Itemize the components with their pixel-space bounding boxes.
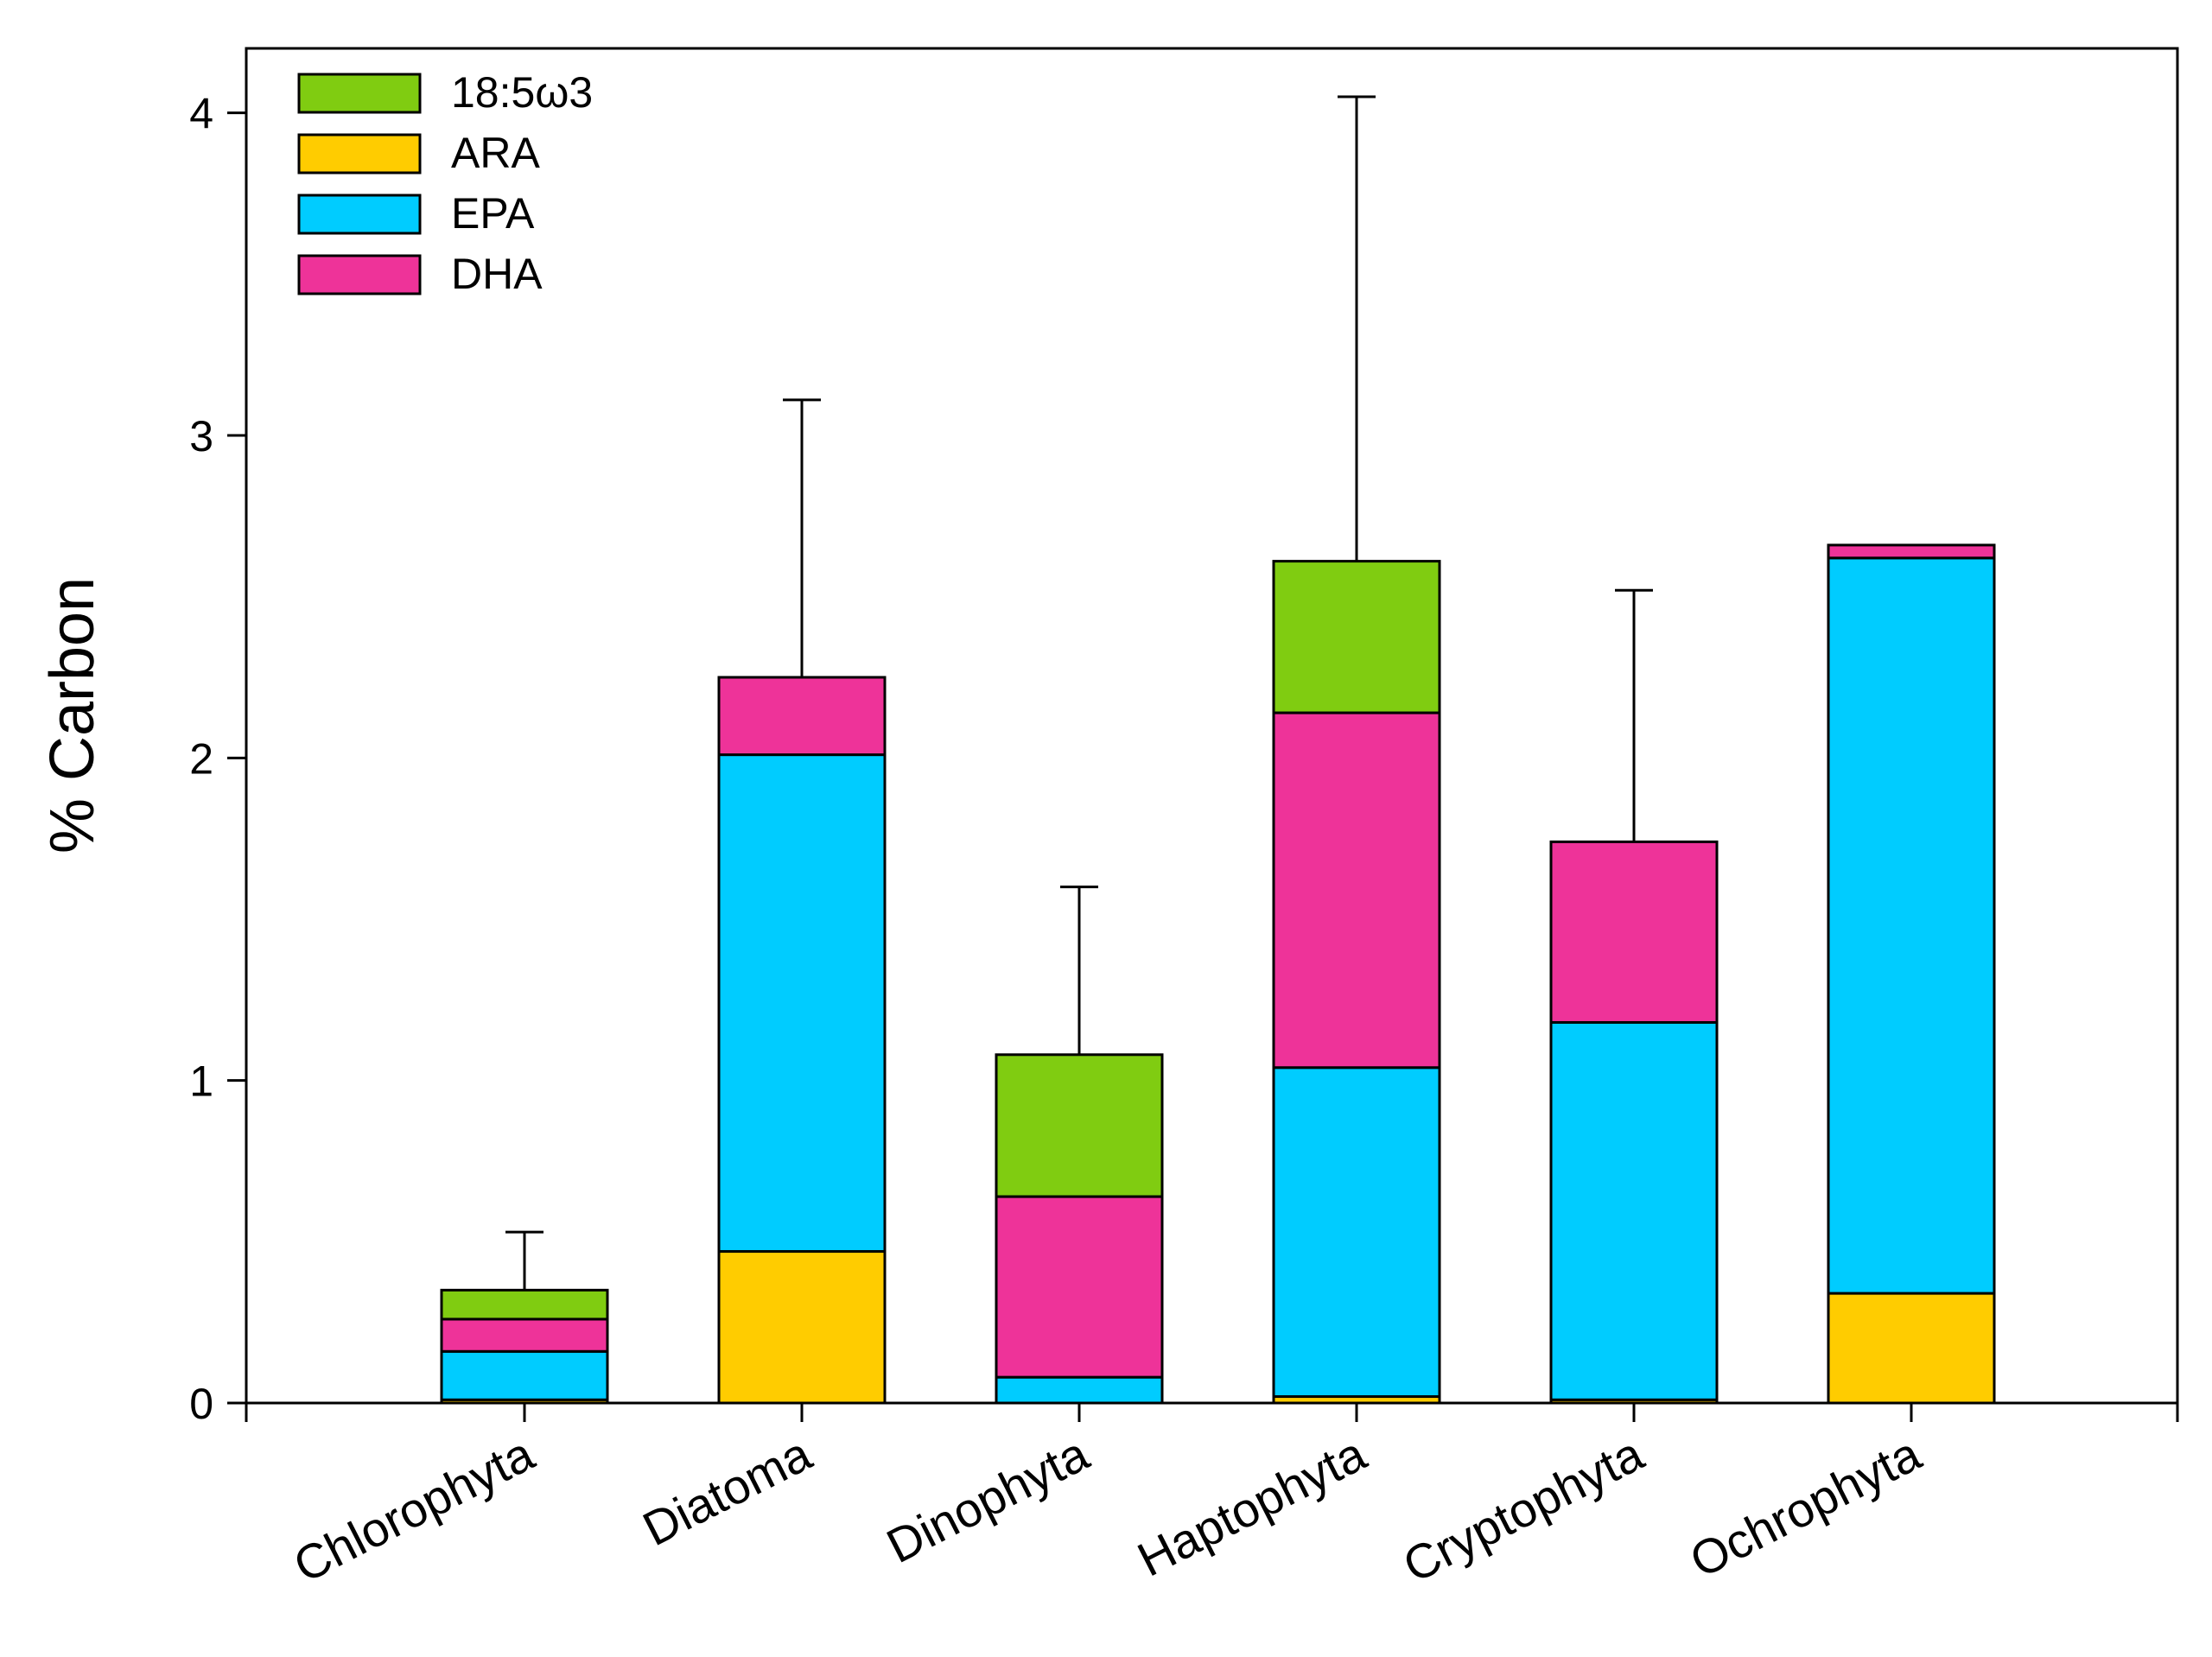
y-tick-label: 1: [189, 1057, 213, 1106]
y-tick-label: 3: [189, 412, 213, 460]
plot-frame: [245, 47, 2179, 1405]
x-category-label-ochrophyta: Ochrophyta: [1681, 1425, 1929, 1588]
error-bars-layer: [505, 95, 1653, 1291]
bar-ochrophyta-ara: [1827, 1292, 1996, 1405]
bars-layer: [440, 543, 1996, 1405]
legend-swatch-dha: [297, 254, 422, 295]
x-category-label-cryptophyta: Cryptophyta: [1395, 1425, 1652, 1593]
bar-diatoma-epa: [717, 753, 887, 1254]
bar-chlorophyta-1853: [440, 1288, 609, 1321]
bar-chlorophyta-epa: [440, 1349, 609, 1401]
bar-haptophyta-epa: [1272, 1066, 1441, 1399]
bar-cryptophyta-epa: [1549, 1020, 1719, 1401]
bar-ochrophyta-epa: [1827, 556, 1996, 1295]
x-category-label-dinophyta: Dinophyta: [878, 1425, 1097, 1573]
y-axis-title: % Carbon: [38, 577, 107, 854]
bar-haptophyta-1853: [1272, 560, 1441, 714]
bar-diatoma-dha: [717, 676, 887, 757]
legend-swatch-epa: [297, 194, 422, 235]
bar-dinophyta-1853: [995, 1053, 1164, 1198]
legend-swatch-1853: [297, 73, 422, 114]
legend-swatch-ara: [297, 133, 422, 175]
bar-chlorophyta-dha: [440, 1317, 609, 1353]
bar-cryptophyta-dha: [1549, 840, 1719, 1024]
y-tick-label: 2: [189, 734, 213, 783]
x-category-label-haptophyta: Haptophyta: [1129, 1425, 1376, 1587]
bar-dinophyta-epa: [995, 1375, 1164, 1405]
y-tick-label: 0: [189, 1380, 213, 1428]
bar-ochrophyta-dha: [1827, 543, 1996, 560]
legend-label-ara: ARA: [451, 129, 540, 177]
legend-label-epa: EPA: [451, 189, 535, 238]
legend: 18:5ω3 ARA EPA DHA: [297, 68, 593, 298]
legend-label-1853: 18:5ω3: [451, 68, 593, 117]
bar-haptophyta-dha: [1272, 711, 1441, 1070]
bar-diatoma-ara: [717, 1250, 887, 1405]
bar-dinophyta-dha: [995, 1195, 1164, 1379]
x-category-label-chlorophyta: Chlorophyta: [285, 1425, 543, 1593]
legend-label-dha: DHA: [451, 250, 543, 298]
x-category-label-diatoma: Diatoma: [634, 1425, 820, 1556]
y-tick-label: 4: [189, 90, 213, 138]
